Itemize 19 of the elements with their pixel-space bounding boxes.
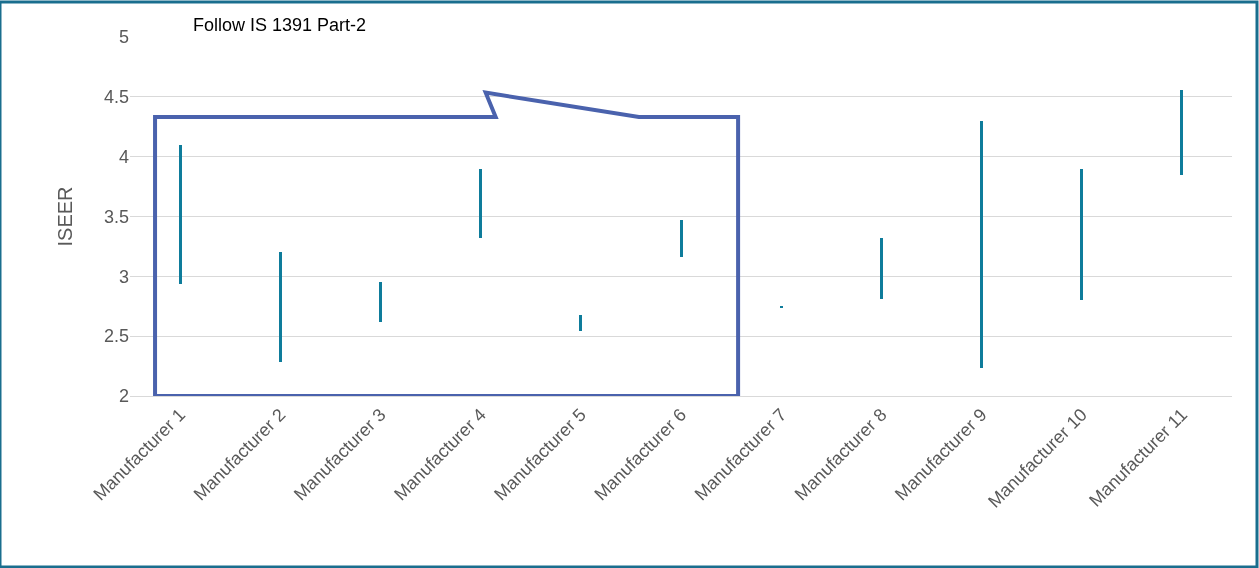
y-tick-label: 2.5 bbox=[103, 326, 129, 347]
bar bbox=[1180, 90, 1183, 175]
bar bbox=[680, 220, 683, 257]
bar bbox=[479, 169, 482, 238]
bar bbox=[1080, 169, 1083, 300]
bar bbox=[579, 315, 582, 331]
bar bbox=[379, 282, 382, 322]
bar bbox=[179, 145, 182, 284]
y-tick-label: 5 bbox=[118, 27, 129, 48]
bar bbox=[980, 121, 983, 368]
text: Follow IS 1391 Part-2 bbox=[193, 15, 367, 35]
y-tick-label: 4 bbox=[118, 146, 129, 167]
y-tick-label: 3.5 bbox=[103, 206, 129, 227]
y-axis-title: ISEER bbox=[54, 186, 77, 247]
bar bbox=[880, 238, 883, 299]
bar bbox=[279, 252, 282, 362]
y-tick-label: 3 bbox=[118, 266, 129, 287]
y-tick-label: 4.5 bbox=[103, 87, 129, 108]
y-tick-label: 2 bbox=[118, 386, 129, 407]
